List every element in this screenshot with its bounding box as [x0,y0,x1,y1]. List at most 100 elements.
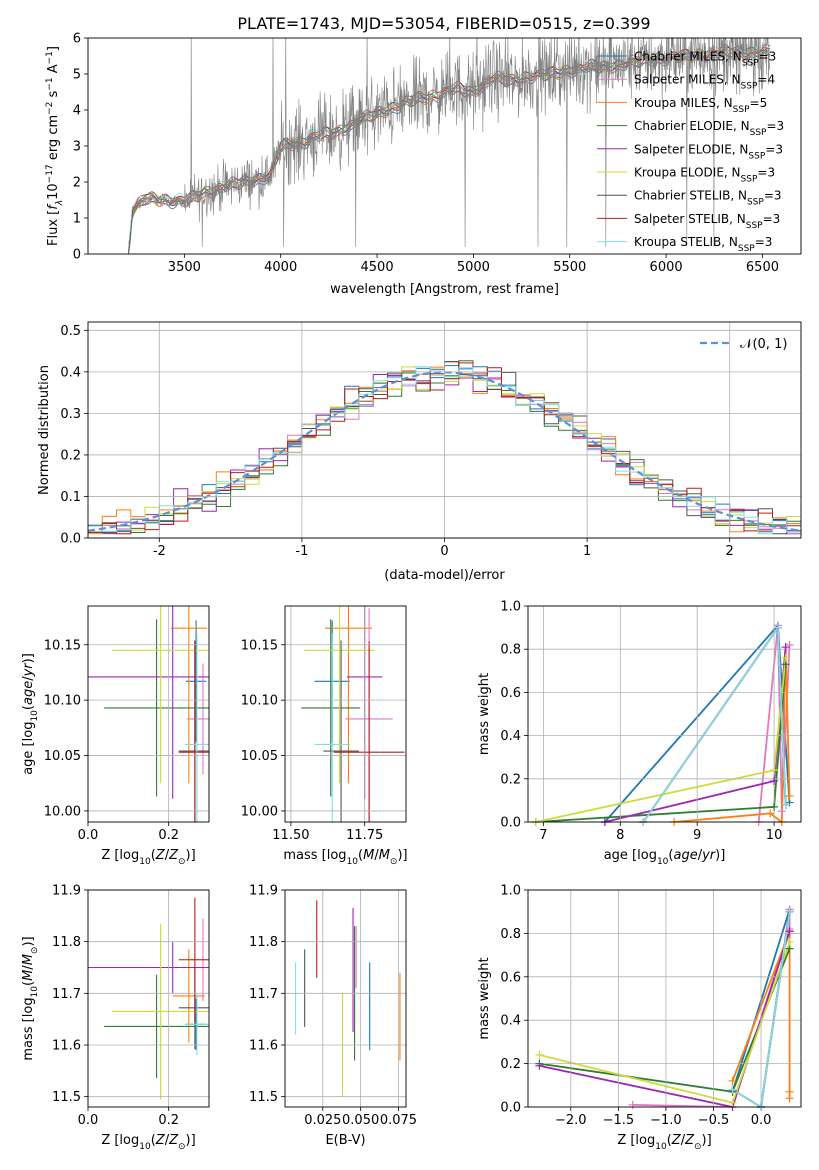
x-tick-label: 6000 [650,260,683,275]
y-tick-label: 0.4 [500,729,521,744]
label-part: =5 [750,96,768,110]
y-tick-label: 0.6 [500,970,521,985]
label-part: Z [155,848,166,863]
label-part: 𝒩 [740,337,755,352]
y-tick-label: 1.0 [500,884,521,899]
y-tick-label: 10.15 [241,638,278,653]
figure-title: PLATE=1743, MJD=53054, FIBERID=0515, z=0… [237,14,650,33]
y-axis-label: mass [log10(M/M⊙)] [21,936,40,1060]
plot-area [295,900,401,1097]
label-part: wavelength [Angstrom, rest frame] [330,282,559,297]
label-part: ( [151,848,156,863]
label-part: ⊙ [178,1142,186,1152]
label-part: age [log [21,722,36,775]
y-axis-label: mass weight [477,673,492,755]
axes-mass_weight_vs_Z: −2.0 −1.5 −1.0 −0.5 0.0 0.0 0.2 0.4 0.6 0.8 1.0 Z [… [477,884,802,1152]
y-tick-label: 0.4 [60,365,81,380]
y-tick-label: 3 [73,140,81,155]
label-part: Z [168,1133,179,1148]
label-part: ⊙ [178,857,186,867]
y-tick-label: 10.10 [241,694,278,709]
label-part: M [379,848,390,863]
label-part: =3 [763,212,781,226]
weight-marker [785,640,794,649]
weight-marker [785,907,794,916]
y-tick-label: 0.3 [60,407,81,422]
x-tick-label: 8 [616,828,624,843]
label-part: Normed distribution [37,365,52,495]
label-part: ( [151,1133,156,1148]
label-part: Salpeter MILES, N [634,73,741,87]
weight-line-salpeter-stelib [642,624,787,822]
label-part: SSP [747,198,764,208]
weight-marker [728,1098,737,1107]
label-part: / [21,676,36,681]
label-part: 10 [655,1142,667,1152]
y-tick-label: 11.5 [52,1090,81,1105]
label-part: / [165,848,170,863]
label-part: )] [21,653,36,663]
label-part: )] [186,1133,196,1148]
label-part: SSP [748,151,765,161]
x-tick-label: 4000 [264,260,297,275]
x-tick-label: 7 [539,828,547,843]
label-part: =3 [764,189,782,203]
panels-group: 3500 4000 4500 5000 5500 6000 6500 0 1 2 3 4 5 6 wavel… [21,32,802,1152]
axes-frame [87,321,802,539]
legend-entry: Kroupa STELIB, NSSP=3 [634,235,772,254]
x-tick-label: 5500 [553,260,586,275]
label-part: SSP [742,59,759,69]
axes-mass_vs_EBV: 0.025 0.050 0.075 11.5 11.6 11.7 11.8 11.9 E(B-V… [249,884,417,1149]
y-tick-label: 6 [73,32,81,47]
legend-entry: Chabrier STELIB, NSSP=3 [634,189,782,208]
label-part: Salpeter STELIB, N [634,212,746,226]
x-axis-label: age [log10(age/yr)] [604,848,726,867]
label-part: ⊙ [390,857,398,867]
y-tick-label: 11.5 [249,1090,278,1105]
y-tick-label: 5 [73,68,81,83]
y-tick-label: 1.0 [500,600,521,615]
label-part: 10 [139,857,151,867]
y-tick-label: 0.0 [500,816,521,831]
label-part: ( [21,705,36,710]
label-part: Flux [ [46,210,61,246]
y-tick-label: 0.1 [60,490,81,505]
label-part: yr [21,662,36,678]
y-tick-label: 0.2 [500,1057,521,1072]
label-part: / [21,965,36,970]
plot-area [128,38,771,254]
weight-line-kroupa-elodie [539,941,791,1104]
weight-marker [770,766,779,775]
axes-frame [284,889,407,1108]
x-tick-label: 10 [766,828,783,843]
label-part: =3 [755,235,773,249]
axes-frame [284,605,407,823]
y-tick-label: 0.2 [500,772,521,787]
label-part: 10 [139,1142,151,1152]
y-tick-label: 11.9 [52,884,81,899]
y-tick-label: 10.00 [241,804,278,819]
label-part: 10 [30,986,40,998]
data-spectrum-line [128,38,771,254]
y-tick-label: 11.8 [52,935,81,950]
x-tick-label: 6500 [746,260,779,275]
weight-marker [535,1050,544,1059]
x-tick-label: 0.2 [158,828,179,843]
weight-marker [628,1100,637,1109]
label-part: =3 [766,119,784,133]
label-part: Z [684,1133,695,1148]
label-part: (0, 1) [752,337,787,352]
label-part: Z [log [101,848,139,863]
label-part: mass weight [477,957,492,1039]
axes-age_vs_mass: 11.50 11.75 10.00 10.05 10.10 10.15 mass [log1… [241,605,408,867]
x-tick-label: 9 [693,828,701,843]
weight-marker [773,623,782,632]
y-tick-label: 0.4 [500,1014,521,1029]
label-part: Kroupa STELIB, N [634,235,738,249]
label-part: / [681,1133,686,1148]
label-part: Z [671,1133,682,1148]
x-axis-label: E(B-V) [325,1133,365,1148]
label-part: / [698,848,703,863]
